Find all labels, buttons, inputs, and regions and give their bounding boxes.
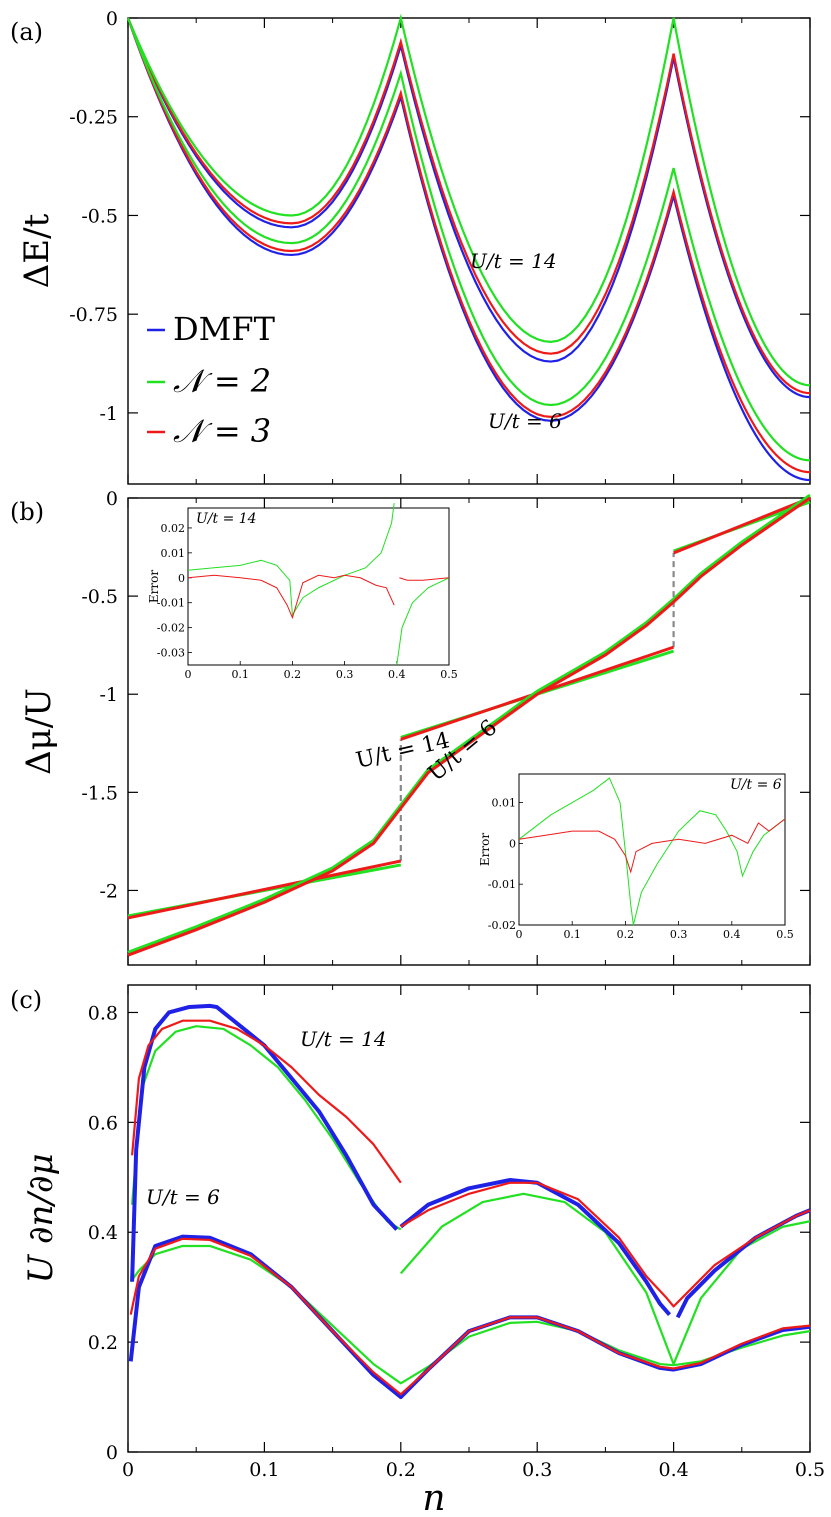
y-tick-label: -1 xyxy=(99,403,118,425)
inset-y-label: Error xyxy=(478,833,492,866)
inset-x-tick-label: 0.3 xyxy=(670,928,688,941)
x-tick-label: 0.3 xyxy=(522,1459,552,1481)
legend-label-N3: 𝒩 = 3 xyxy=(173,412,271,450)
y-tick-label: 0.4 xyxy=(88,1222,118,1244)
inset-y-tick-label: 0 xyxy=(509,837,516,850)
inset-frame xyxy=(518,773,786,926)
panel-label-b: (b) xyxy=(10,498,44,526)
inset-y-tick-label: -0.02 xyxy=(157,622,185,635)
x-tick-label: 0 xyxy=(122,1459,134,1481)
inset-x-tick-label: 0.4 xyxy=(723,928,741,941)
annotation-U14-c: U/t = 14 xyxy=(300,1027,387,1051)
inset-x-tick-label: 0.5 xyxy=(776,928,794,941)
panel-label-c: (c) xyxy=(10,986,42,1014)
y-tick-label: -1 xyxy=(99,684,118,706)
energy-line-DMFT-U6 xyxy=(126,17,811,482)
energy-line-N2-U6 xyxy=(126,17,811,462)
y-tick-label: -0.5 xyxy=(81,205,118,227)
annotation-U6-a: U/t = 6 xyxy=(488,409,562,433)
compress-line-DMFT-U6 xyxy=(128,1234,811,1400)
inset-frame xyxy=(187,507,450,666)
legend-label-DMFT: DMFT xyxy=(173,310,276,348)
inset-x-tick-label: 0.2 xyxy=(284,668,302,681)
y-tick-label: -0.25 xyxy=(69,107,118,129)
energy-line-N3-U6 xyxy=(126,17,811,474)
y-tick-label: 0 xyxy=(106,488,118,510)
legend-label-N2: 𝒩 = 2 xyxy=(173,362,271,400)
inset-y-tick-label: 0 xyxy=(178,572,185,585)
x-axis-label: n xyxy=(422,1478,445,1517)
inset-x-tick-label: 0.5 xyxy=(440,668,458,681)
inset-error-line-N3 xyxy=(518,818,786,874)
inset-x-tick-label: 0 xyxy=(185,668,192,681)
inset-error-line-N2 xyxy=(187,502,450,666)
y-tick-label: 0 xyxy=(106,8,118,30)
y-axis-label-b: Δμ/U xyxy=(19,688,59,775)
y-tick-label: 0.6 xyxy=(88,1112,118,1134)
y-tick-label: 0.8 xyxy=(88,1002,118,1024)
y-tick-label: -0.5 xyxy=(81,586,118,608)
inset-y-tick-label: -0.01 xyxy=(157,597,185,610)
x-tick-label: 0.1 xyxy=(249,1459,279,1481)
inset-x-tick-label: 0.1 xyxy=(563,928,581,941)
y-axis-label-a: ΔE/t xyxy=(17,213,57,288)
mu-line-N3-U14 xyxy=(673,496,811,555)
inset-x-tick-label: 0.4 xyxy=(388,668,406,681)
inset-y-tick-label: 0.01 xyxy=(492,797,517,810)
x-tick-label: 0.5 xyxy=(795,1459,825,1481)
inset-y-tick-label: -0.02 xyxy=(488,919,516,932)
energy-line-N2-U14 xyxy=(126,13,811,387)
y-tick-label: -1.5 xyxy=(81,782,118,804)
inset-error-line-N2 xyxy=(518,777,786,926)
y-tick-label: 0 xyxy=(106,1442,118,1464)
inset-title: U/t = 6 xyxy=(730,777,782,793)
inset-y-tick-label: 0.01 xyxy=(161,547,186,560)
panel-c-frame xyxy=(127,984,811,1453)
compress-line-N2-U14 xyxy=(130,1025,811,1366)
energy-line-N3-U14 xyxy=(126,17,811,395)
mu-line-N3-U6 xyxy=(127,496,811,957)
annotation-U6-c: U/t = 6 xyxy=(146,1185,220,1209)
x-tick-label: 0.2 xyxy=(386,1459,416,1481)
inset-error-line-N3 xyxy=(187,574,450,620)
x-tick-label: 0.4 xyxy=(658,1459,688,1481)
y-tick-label: -0.75 xyxy=(69,304,118,326)
inset-y-label: Error xyxy=(147,570,161,603)
y-tick-label: -2 xyxy=(99,880,118,902)
mu-line-N3-U14 xyxy=(127,859,402,920)
inset-x-tick-label: 0.2 xyxy=(617,928,635,941)
energy-line-DMFT-U14 xyxy=(126,17,811,399)
y-axis-label-c: U ∂n/∂μ xyxy=(21,1153,61,1283)
y-tick-label: 0.2 xyxy=(88,1332,118,1354)
compress-line-N3-U14 xyxy=(130,1019,811,1308)
panel-label-a: (a) xyxy=(10,18,43,46)
inset-title: U/t = 14 xyxy=(196,511,257,527)
inset-x-tick-label: 0.1 xyxy=(231,668,249,681)
mu-line-N2-U6 xyxy=(127,493,811,954)
annotation-U14-a: U/t = 14 xyxy=(470,249,557,273)
inset-y-tick-label: -0.01 xyxy=(488,878,516,891)
inset-x-tick-label: 0 xyxy=(516,928,523,941)
inset-y-tick-label: 0.02 xyxy=(161,522,186,535)
inset-x-tick-label: 0.3 xyxy=(336,668,354,681)
inset-y-tick-label: -0.03 xyxy=(157,647,185,660)
compress-line-N3-U6 xyxy=(129,1237,811,1396)
